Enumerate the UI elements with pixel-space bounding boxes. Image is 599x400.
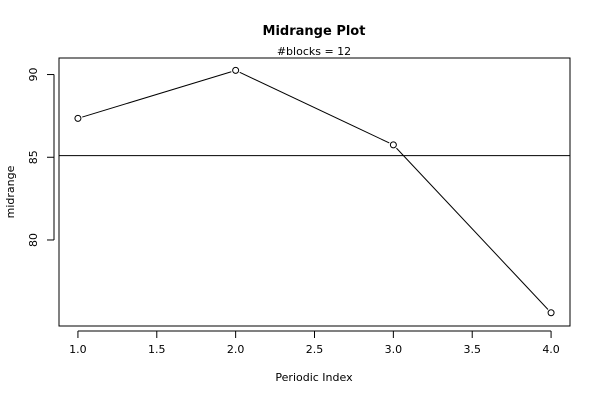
y-tick-label: 90	[27, 68, 40, 82]
data-point	[389, 141, 397, 149]
x-tick-label: 4.0	[542, 343, 560, 356]
series-line-segment	[82, 71, 232, 118]
data-point	[547, 309, 555, 317]
axes: 1.0 1.5 2.0 2.5 3.0 3.5 4.0 80 85 90	[27, 68, 560, 356]
data-point	[74, 114, 82, 122]
x-tick-label: 2.5	[306, 343, 324, 356]
x-tick-label: 1.0	[69, 343, 87, 356]
plot-frame	[58, 57, 571, 327]
x-tick-label: 2.0	[227, 343, 245, 356]
series-group	[74, 66, 555, 317]
x-tick-label: 1.5	[148, 343, 166, 356]
chart-subtitle: #blocks = 12	[277, 45, 351, 58]
data-point	[232, 66, 240, 74]
series-line-segment	[396, 147, 549, 310]
y-tick-label: 80	[27, 233, 40, 247]
chart-title: Midrange Plot	[263, 24, 366, 39]
x-tick-label: 3.0	[385, 343, 403, 356]
series-line-segment	[239, 71, 390, 144]
x-tick-label: 3.5	[463, 343, 481, 356]
y-tick-label: 85	[27, 150, 40, 164]
y-axis-label: midrange	[4, 165, 17, 218]
x-axis-label: Periodic Index	[275, 371, 353, 384]
